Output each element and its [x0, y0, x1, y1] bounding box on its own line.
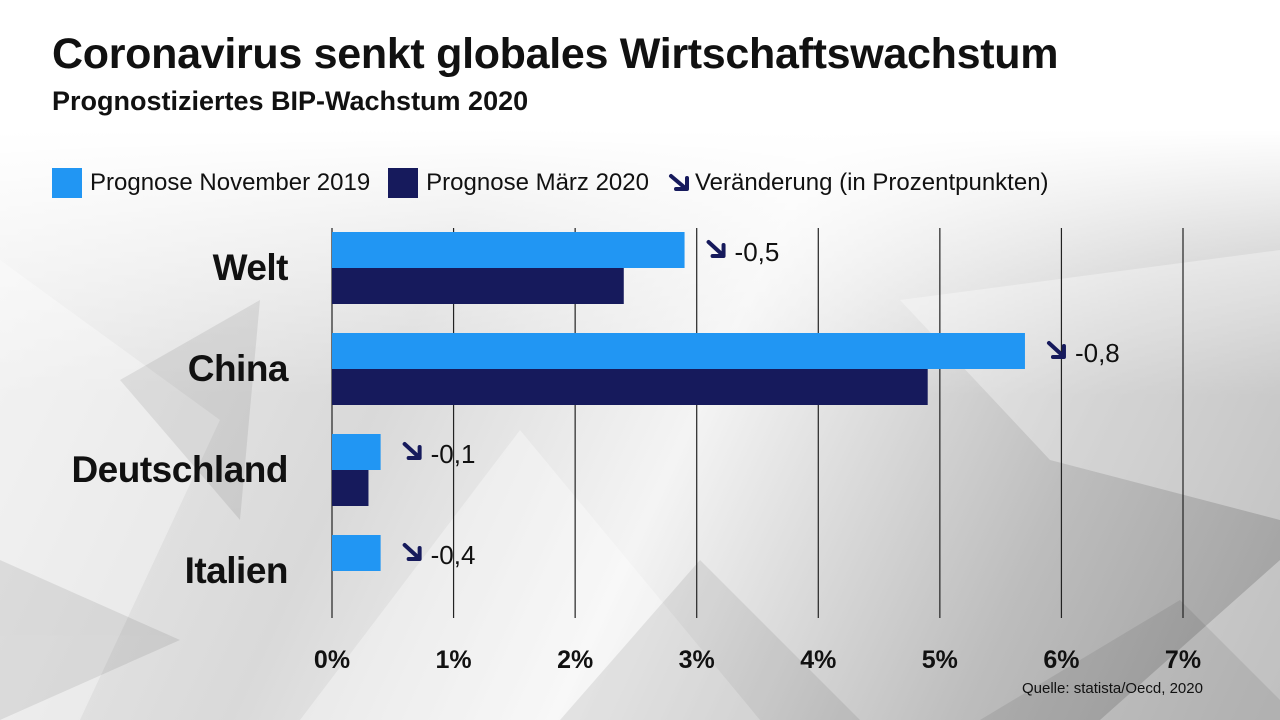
change-label: -0,8 [1075, 338, 1120, 368]
x-tick-label: 7% [1165, 646, 1201, 674]
change-label: -0,5 [735, 237, 780, 267]
arrow-head [710, 243, 726, 258]
change-annotations: -0,5 -0,8 -0,1 -0,4 [402, 237, 1120, 570]
bar-prognose-maerz-2020 [332, 470, 369, 506]
legend-swatch-nov [52, 168, 82, 198]
bar-prognose-maerz-2020 [332, 268, 624, 304]
chart-title: Coronavirus senkt globales Wirtschaftswa… [52, 30, 1059, 78]
x-tick-label: 0% [314, 646, 350, 674]
arrow-head [1050, 344, 1066, 359]
x-tick-label: 4% [800, 646, 836, 674]
x-tick-label: 1% [436, 646, 472, 674]
category-label: Welt [213, 247, 289, 288]
x-axis-ticks: 0% 1% 2% 3% 4% 5% 6% 7% [314, 646, 1201, 674]
legend-item-change: Veränderung (in Prozentpunkten) [667, 169, 1049, 197]
legend-label-mar: Prognose März 2020 [426, 169, 649, 196]
arrow-shaft [1046, 341, 1063, 356]
arrow-shaft [706, 240, 723, 255]
x-tick-label: 2% [557, 646, 593, 674]
legend-label-change: Veränderung (in Prozentpunkten) [694, 169, 1049, 196]
arrow-down-right-icon [402, 543, 422, 561]
arrow-down-right-icon [1046, 341, 1066, 359]
arrow-head [406, 445, 422, 460]
legend-item-mar: Prognose März 2020 [388, 168, 649, 198]
change-label: -0,4 [431, 540, 476, 570]
category-labels: Welt China Deutschland Italien [71, 247, 289, 591]
arrow-shaft [402, 543, 419, 558]
bars [332, 232, 1025, 571]
category-label: Italien [185, 550, 288, 591]
x-tick-label: 5% [922, 646, 958, 674]
bar-prognose-november-2019 [332, 232, 685, 268]
legend-item-nov: Prognose November 2019 [52, 168, 370, 198]
chart-subtitle: Prognostiziertes BIP-Wachstum 2020 [52, 86, 529, 116]
change-label: -0,1 [431, 439, 476, 469]
bar-prognose-november-2019 [332, 535, 381, 571]
source-note: Quelle: statista/Oecd, 2020 [1022, 680, 1203, 697]
legend-label-nov: Prognose November 2019 [90, 169, 371, 196]
bar-prognose-maerz-2020 [332, 369, 928, 405]
bar-prognose-november-2019 [332, 434, 381, 470]
arrow-head [406, 546, 422, 561]
category-label: Deutschland [71, 449, 288, 490]
arrow-shaft [402, 442, 419, 457]
legend-swatch-mar [388, 168, 419, 198]
bar-prognose-november-2019 [332, 333, 1025, 369]
x-tick-label: 6% [1043, 646, 1079, 674]
arrow-down-right-icon [402, 442, 422, 460]
category-label: China [188, 348, 289, 389]
x-tick-label: 3% [679, 646, 715, 674]
arrow-down-right-icon [706, 240, 726, 258]
arrow-down-right-icon [668, 174, 689, 191]
legend: Prognose November 2019 Prognose März 202… [52, 166, 1055, 200]
